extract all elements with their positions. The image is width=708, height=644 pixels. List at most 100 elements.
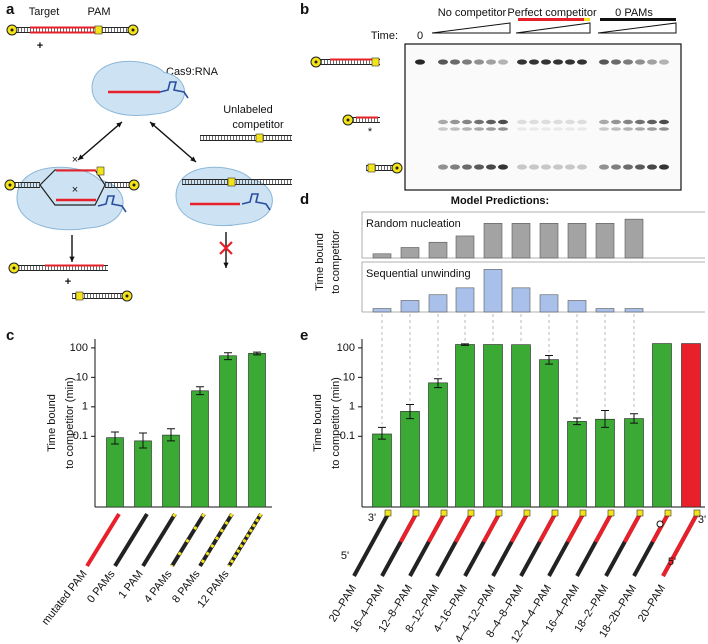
pam-box <box>636 509 644 517</box>
y-tick-label: 10 <box>343 371 355 383</box>
radiolabel-core <box>346 118 350 122</box>
bar <box>624 218 644 259</box>
mismatch <box>656 520 664 528</box>
pam-sites <box>170 513 206 567</box>
pam-box <box>255 133 264 143</box>
gel-band <box>517 164 527 170</box>
pam-sites <box>227 513 263 567</box>
gel-band <box>659 119 669 125</box>
lane-label: No competitor <box>438 7 507 19</box>
panel-label: a <box>6 1 15 18</box>
panel-frame <box>361 261 705 312</box>
pam-box <box>94 25 103 35</box>
pam-box <box>96 166 105 176</box>
competitor-dna-match <box>398 513 418 543</box>
error-bar <box>139 432 147 449</box>
bar <box>428 382 448 508</box>
gel-band <box>450 119 460 125</box>
radiolabel-core <box>125 294 129 298</box>
y-axis-label: Time bound <box>314 233 326 291</box>
pam-box <box>440 509 448 517</box>
error-bar <box>406 403 414 420</box>
gel-band <box>623 119 633 125</box>
y-tick-label: 1 <box>82 401 88 413</box>
competitor-dna-match <box>453 513 473 543</box>
gel-band <box>486 127 496 131</box>
plus-sign: + <box>65 276 71 288</box>
pam-box <box>367 163 376 173</box>
error-bar <box>111 431 119 445</box>
gel-band <box>635 59 645 65</box>
gel-band <box>462 164 472 170</box>
bar <box>624 418 644 508</box>
lane-label: 0 PAMs <box>615 7 653 19</box>
bar <box>400 300 420 313</box>
pam-box <box>607 509 615 517</box>
gel-band <box>565 164 575 170</box>
pam-box <box>227 177 236 187</box>
gel-band <box>647 127 657 131</box>
gel-band <box>659 59 669 65</box>
bar <box>595 308 615 313</box>
gel-band <box>498 119 508 125</box>
competitor-dna-match <box>509 513 529 543</box>
gel-band <box>438 127 448 131</box>
gel-band <box>529 127 539 131</box>
y-tick-label: 1 <box>349 401 355 413</box>
gel-band <box>415 59 425 65</box>
x-tick-label: mutated PAM <box>40 568 90 627</box>
bar <box>681 343 701 508</box>
bar <box>455 287 475 313</box>
bar <box>539 223 559 259</box>
x-tick-label: 1 PAM <box>116 568 145 601</box>
gel-band <box>474 164 484 170</box>
radiolabel-core <box>131 28 135 32</box>
pam-box <box>551 509 559 517</box>
gel-band <box>565 59 575 65</box>
guide-rna <box>241 193 271 211</box>
competitor-dna-match <box>426 513 446 543</box>
gel-band <box>553 164 563 170</box>
competitor-label: Unlabeled <box>223 104 273 116</box>
gel-band <box>565 119 575 125</box>
error-bar <box>434 378 442 389</box>
gel-band <box>529 59 539 65</box>
error-bar <box>378 426 386 440</box>
gel-band <box>553 127 563 131</box>
arrow-head <box>190 156 196 162</box>
radiolabel-core <box>12 266 16 270</box>
competitor-dna-match <box>593 513 613 543</box>
gel-band <box>517 127 527 131</box>
lane-label: Perfect competitor <box>507 7 597 19</box>
gel-band <box>498 59 508 65</box>
pam-box <box>384 509 392 517</box>
gel-band <box>450 164 460 170</box>
pam-box <box>371 57 380 67</box>
gel-band <box>577 59 587 65</box>
pam-box <box>664 509 672 517</box>
error-bar <box>253 351 261 356</box>
gel-band <box>462 59 472 65</box>
gel-band <box>611 59 621 65</box>
gel-band <box>565 127 575 131</box>
gel-band <box>599 119 609 125</box>
error-bar <box>196 386 204 396</box>
pam-sites <box>198 513 234 567</box>
competitor-dna-match <box>650 513 670 543</box>
guide-rna <box>159 81 189 99</box>
competitor-bar <box>600 18 676 21</box>
y-axis-label: to competitor <box>330 230 342 294</box>
bar <box>567 223 587 259</box>
time-zero: 0 <box>417 30 423 42</box>
bar <box>428 241 448 259</box>
y-tick-label: 100 <box>337 342 355 354</box>
time-wedge <box>515 22 591 34</box>
gel-band <box>647 119 657 125</box>
guide-rna <box>97 195 127 213</box>
bar <box>652 343 672 508</box>
complex-label: Cas9:RNA <box>166 66 219 78</box>
competitor-bar <box>584 18 590 21</box>
y-tick-label: 0.1 <box>340 430 355 442</box>
competitor-dna-match <box>565 513 585 543</box>
gel-band <box>635 164 645 170</box>
